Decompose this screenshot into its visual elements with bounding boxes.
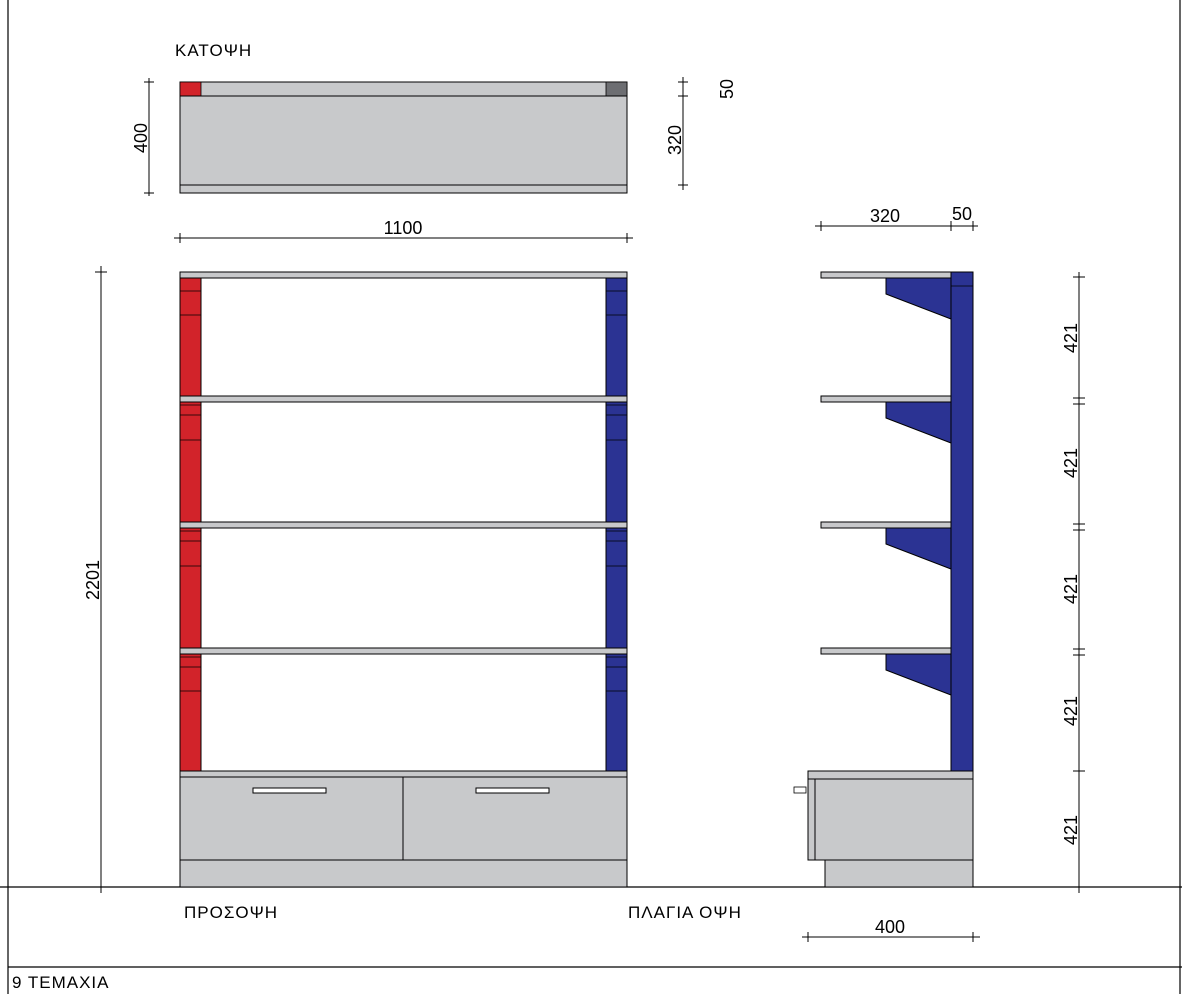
- plan-top-strip-label: 50: [717, 79, 737, 99]
- side-back-upright: [950, 271, 974, 772]
- side-base-depth-label: 400: [875, 917, 905, 937]
- plan-shelf-depth-label: 320: [665, 125, 685, 155]
- side-brackets: [885, 277, 952, 696]
- drawer-handle-right: [475, 787, 550, 794]
- module-height-label-4: 421: [1061, 696, 1081, 726]
- side-view: 320 50: [793, 204, 978, 888]
- plan-depth-dimension: [144, 78, 154, 196]
- module-height-label-1: 421: [1061, 323, 1081, 353]
- drawer-handle-left: [252, 787, 327, 794]
- front-view: [179, 271, 628, 888]
- plan-view-title: ΚΑΤΟΨΗ: [175, 41, 252, 60]
- plan-view: ΚΑΤΟΨΗ 400 50 320: [131, 41, 737, 196]
- side-shelves: [820, 271, 952, 655]
- module-height-label-5: 421: [1061, 815, 1081, 845]
- side-shelf-depth-label: 320: [870, 206, 900, 226]
- front-shelves: [179, 271, 628, 655]
- front-view-title: ΠΡΟΣΟΨΗ: [184, 903, 278, 922]
- module-height-label-2: 421: [1061, 448, 1081, 478]
- total-height-dimension: [95, 266, 107, 893]
- plan-depth-label: 400: [131, 123, 151, 153]
- side-drawer-handle: [793, 786, 807, 794]
- side-base-cabinet: [814, 778, 974, 861]
- module-height-label-3: 421: [1061, 574, 1081, 604]
- plan-right-dimension: [678, 77, 688, 190]
- total-height-label: 2201: [83, 560, 103, 600]
- side-base-dimension: [802, 932, 980, 942]
- total-width-dimension: [174, 233, 633, 243]
- side-back-depth-label: 50: [952, 204, 972, 224]
- quantity-note: 9 ΤΕΜΑΧΙΑ: [12, 973, 110, 992]
- module-height-dimension: [1073, 272, 1085, 893]
- side-view-title: ΠΛΑΓΙΑ ΟΨΗ: [628, 903, 742, 922]
- total-width-label: 1100: [384, 218, 423, 238]
